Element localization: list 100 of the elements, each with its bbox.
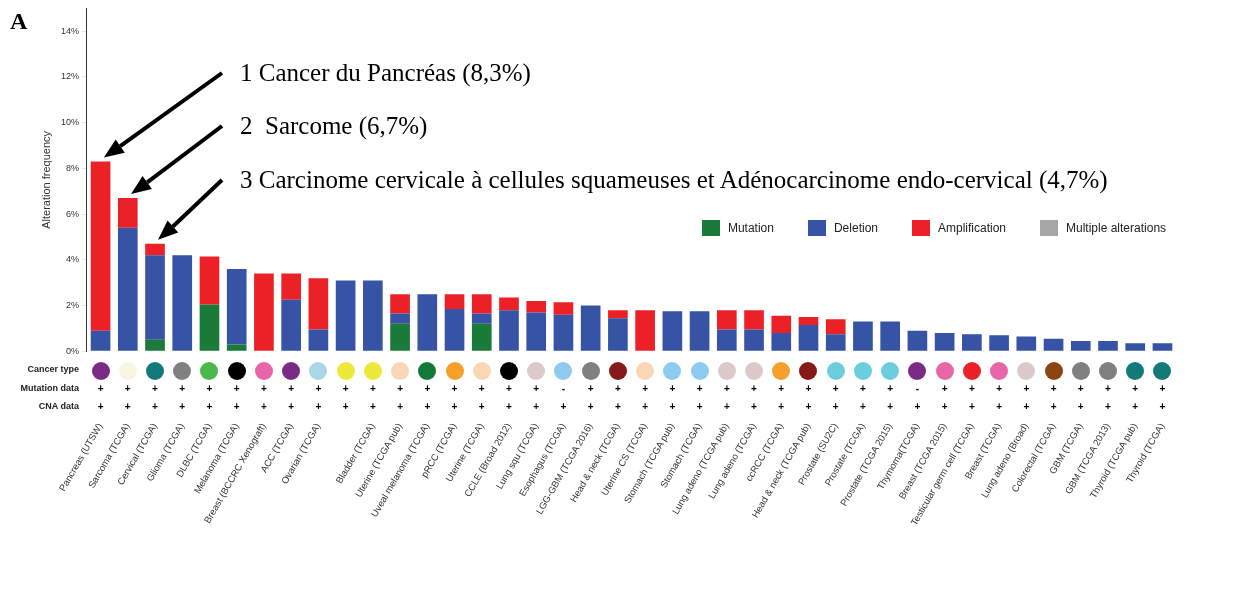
bar [117, 198, 138, 228]
bar [771, 315, 792, 333]
text: + [586, 401, 595, 414]
y-tick-label: 2% [65, 300, 79, 311]
bar [744, 310, 764, 330]
text: + [641, 401, 650, 414]
text: + [722, 401, 731, 414]
bar [90, 330, 111, 351]
text: + [777, 401, 786, 414]
bar [390, 294, 410, 314]
bar [172, 255, 193, 351]
y-tick-label: 14% [60, 25, 79, 36]
bar [825, 334, 846, 351]
text: + [505, 401, 513, 414]
text: + [1049, 401, 1058, 414]
bar [444, 294, 465, 309]
text: + [205, 383, 214, 396]
legend-label: Multiple alterations [1066, 220, 1167, 235]
text: + [151, 383, 159, 396]
text: + [913, 401, 922, 414]
bar [281, 299, 301, 351]
bar [1098, 340, 1118, 351]
annotation: 2 Sarcome (6,7%) [240, 112, 428, 140]
text: + [532, 401, 541, 414]
text: + [1049, 383, 1058, 396]
bar [145, 255, 165, 340]
bar [608, 310, 628, 319]
text: + [1022, 401, 1031, 414]
bar [117, 227, 138, 351]
text: + [940, 383, 949, 396]
text: + [477, 383, 486, 396]
text: + [287, 383, 296, 396]
y-tick-label: 12% [60, 71, 79, 82]
text: + [831, 401, 840, 414]
bar [771, 332, 792, 351]
text: + [967, 401, 976, 414]
bar [254, 273, 274, 351]
bar [553, 302, 574, 315]
text: + [314, 383, 323, 396]
bar [962, 334, 982, 351]
text: + [859, 383, 867, 396]
text: + [178, 401, 187, 414]
bar [390, 313, 410, 324]
bar [471, 294, 492, 314]
text: + [477, 401, 486, 414]
text: + [995, 383, 1003, 396]
y-tick-label: 0% [65, 345, 79, 356]
annotation: 3 Carcinome cervicale à cellules squameuses et Adénocarcinome endo-cervical (4,7%) [240, 166, 1108, 194]
text: + [695, 401, 704, 414]
bar [853, 321, 873, 351]
bar [499, 297, 519, 311]
text: + [804, 383, 813, 396]
bar [716, 329, 737, 351]
text: + [1076, 401, 1085, 414]
text: + [396, 401, 404, 414]
bar [798, 324, 819, 351]
text: + [859, 401, 867, 414]
legend-label: Deletion [833, 220, 878, 235]
text: + [1158, 401, 1167, 414]
text: + [96, 383, 105, 396]
y-tick-label: 10% [60, 117, 79, 128]
text: + [722, 383, 731, 396]
bar [199, 304, 220, 351]
text: + [260, 383, 268, 396]
text: + [450, 383, 459, 396]
text: + [232, 383, 241, 396]
text: Mutation data [20, 383, 79, 394]
text: + [314, 401, 323, 414]
bar [308, 329, 329, 351]
bar [145, 339, 165, 351]
text: + [940, 401, 949, 414]
text: + [287, 401, 296, 414]
bar [798, 316, 819, 325]
bar [308, 278, 329, 330]
text: + [586, 383, 595, 396]
bar [471, 323, 492, 351]
y-tick-label: 8% [65, 162, 79, 173]
text: A [10, 8, 28, 35]
text: + [341, 401, 350, 414]
text: + [505, 383, 513, 396]
y-axis-title: Alteration frequency [40, 130, 53, 229]
bar [880, 321, 901, 351]
bar [145, 243, 165, 256]
text: + [123, 383, 132, 396]
text: - [560, 383, 567, 396]
bar [553, 314, 574, 351]
text: + [396, 383, 404, 396]
text: + [1022, 383, 1031, 396]
legend-label: Mutation [727, 220, 774, 235]
bar [1152, 343, 1173, 351]
bar [526, 300, 547, 313]
bar [226, 344, 247, 351]
text: Cancer type [27, 364, 79, 375]
text: + [205, 401, 214, 414]
annotation: 1 Cancer du Pancréas (8,3%) [240, 59, 531, 87]
text: + [450, 401, 459, 414]
text: + [967, 383, 976, 396]
text: + [804, 401, 813, 414]
bar [825, 319, 846, 335]
text: + [368, 383, 377, 396]
